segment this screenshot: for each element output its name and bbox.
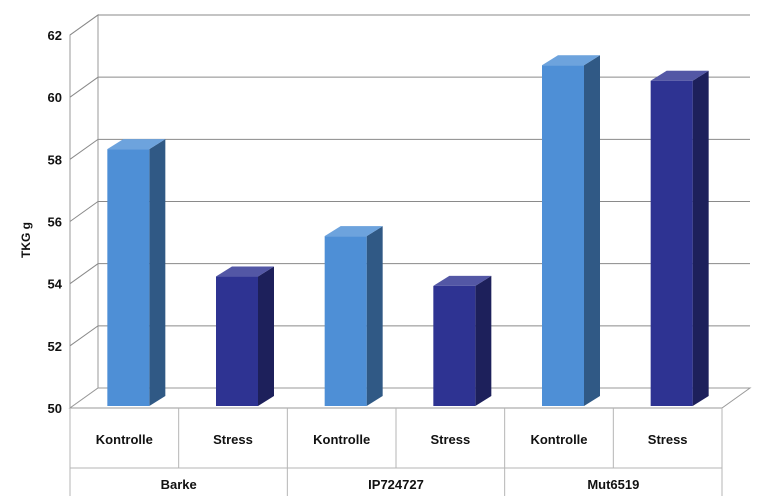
category-label: Stress [430, 432, 470, 447]
bar-top-highlight [324, 226, 383, 237]
gridline [69, 138, 750, 160]
bar-front [650, 80, 693, 406]
bar-front [107, 149, 150, 406]
bars [107, 55, 709, 407]
category-label: Stress [213, 432, 253, 447]
group-label: IP724727 [368, 477, 424, 492]
bar-front [324, 236, 367, 406]
y-tick-label: 62 [48, 28, 62, 43]
bar-top [433, 275, 492, 286]
group-label: Mut6519 [587, 477, 639, 492]
bar-top [650, 70, 709, 81]
bar-side [475, 275, 492, 406]
gridline [69, 263, 750, 285]
bar [650, 70, 709, 406]
y-axis-ticks: 50 52 54 56 58 60 62 [48, 28, 63, 416]
category-label: Kontrolle [96, 432, 153, 447]
bar-side [258, 266, 274, 406]
gridline [69, 76, 750, 98]
bar [324, 226, 383, 406]
bar-top [542, 55, 600, 66]
bar [542, 55, 600, 407]
bar-top-highlight [650, 70, 709, 81]
bar-top-highlight [542, 55, 600, 66]
bar-top [107, 139, 166, 150]
y-tick-label: 56 [48, 215, 62, 230]
gridlines [69, 14, 750, 347]
gridline [69, 201, 750, 222]
floor [68, 387, 752, 409]
bar-top [324, 226, 383, 237]
chart-walls [68, 14, 752, 409]
bar-front [216, 276, 258, 406]
y-tick-label: 58 [48, 152, 62, 167]
bar-front [542, 65, 584, 407]
bar-top-highlight [216, 266, 274, 277]
y-tick-label: 52 [48, 339, 62, 354]
category-label: Kontrolle [313, 432, 370, 447]
bar [216, 266, 274, 406]
y-tick-label: 50 [48, 401, 62, 416]
y-tick-label: 54 [48, 277, 63, 292]
y-tick-label: 60 [48, 90, 62, 105]
x-axis-table: Kontrolle Stress Barke Kontrolle Stress IP724… [69, 408, 723, 496]
bar-side [366, 226, 383, 406]
bar-top [216, 266, 274, 277]
category-label: Kontrolle [530, 432, 587, 447]
bar [433, 275, 492, 406]
bar-top-highlight [107, 139, 166, 150]
bar-side [149, 139, 166, 406]
bar-side [692, 70, 709, 406]
bar-top-highlight [433, 275, 492, 286]
bar-front [433, 285, 476, 406]
y-axis-label: TKG g [19, 222, 33, 258]
group-label: Barke [161, 477, 197, 492]
gridline [69, 325, 750, 347]
bar [107, 139, 166, 406]
category-label: Stress [648, 432, 688, 447]
bar-side [584, 55, 600, 407]
gridline [69, 14, 750, 36]
